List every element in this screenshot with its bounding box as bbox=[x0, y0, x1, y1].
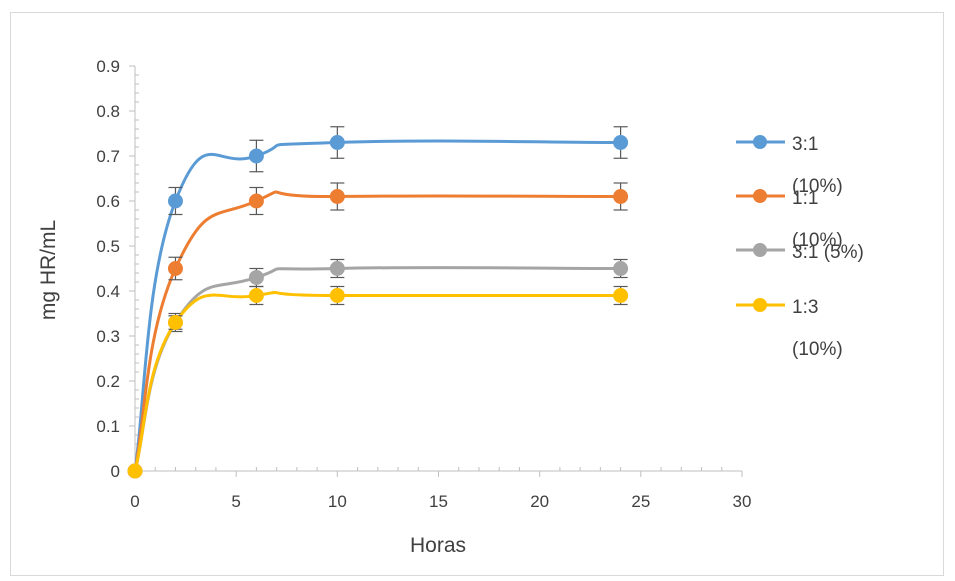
legend-entry-2: 1:1 (10%) bbox=[736, 188, 843, 251]
x-tick-label: 20 bbox=[530, 492, 549, 511]
data-point bbox=[127, 463, 143, 479]
legend-label: 1:3 bbox=[792, 297, 818, 318]
legend-entry-1: 3:1 (10%) bbox=[736, 134, 843, 197]
legend-swatch-marker bbox=[753, 298, 767, 312]
legend-label: (10%) bbox=[792, 176, 843, 197]
series-line bbox=[133, 139, 621, 472]
axes: 0 0.1 0.2 0.3 0.4 0.5 0.6 0.7 0.8 0.9 0 5 10 15 20 25 30 bbox=[96, 57, 751, 511]
legend-label: 3:1 (5%) bbox=[792, 242, 864, 263]
series-2 bbox=[127, 182, 629, 479]
data-point bbox=[329, 189, 345, 204]
legend: 3:1(10%)1:1(10%)3:1 (5%)1:3(10%) bbox=[736, 134, 864, 360]
x-tick-label: 5 bbox=[231, 492, 240, 511]
legend-label: 1:1 bbox=[792, 188, 818, 209]
data-point bbox=[248, 148, 264, 164]
legend-swatch-marker bbox=[753, 189, 767, 203]
x-axis-label: Horas bbox=[410, 534, 466, 557]
x-tick-label: 25 bbox=[631, 492, 650, 511]
data-point bbox=[248, 288, 264, 303]
legend-swatch-marker bbox=[753, 135, 767, 149]
y-tick-label: 0.2 bbox=[96, 372, 120, 391]
x-tick-label: 15 bbox=[429, 492, 448, 511]
y-tick-label: 0.5 bbox=[96, 237, 120, 256]
y-tick-label: 0.6 bbox=[96, 192, 120, 211]
data-point bbox=[329, 288, 345, 303]
y-tick-label: 0.8 bbox=[96, 102, 120, 121]
series-line bbox=[133, 266, 621, 472]
data-point bbox=[613, 261, 629, 276]
data-point bbox=[329, 135, 345, 150]
data-point bbox=[613, 288, 629, 303]
y-tick-label: 0.4 bbox=[96, 282, 120, 301]
legend-entry-4: 1:3 (10%) bbox=[736, 297, 843, 360]
y-tick-label: 0.3 bbox=[96, 327, 120, 346]
y-tick-label: 0 bbox=[111, 462, 120, 481]
legend-label: (10%) bbox=[792, 230, 843, 251]
series-4 bbox=[127, 285, 629, 479]
x-tick-label: 10 bbox=[328, 492, 347, 511]
x-tick-label: 30 bbox=[733, 492, 752, 511]
legend-label: 3:1 bbox=[792, 134, 818, 155]
series-line bbox=[133, 291, 621, 472]
series-3 bbox=[127, 258, 629, 479]
x-tick-label: 0 bbox=[130, 492, 139, 511]
data-point bbox=[167, 193, 183, 209]
data-point bbox=[248, 270, 264, 285]
legend-label: (10%) bbox=[792, 339, 843, 360]
data-point bbox=[248, 193, 264, 209]
legend-entry-3: 3:1 (5%) bbox=[736, 242, 864, 263]
series-line bbox=[133, 190, 621, 472]
series-layer bbox=[127, 126, 629, 479]
data-point bbox=[167, 315, 183, 330]
y-tick-label: 0.9 bbox=[96, 57, 120, 76]
y-tick-label: 0.1 bbox=[96, 417, 120, 436]
data-point bbox=[167, 261, 183, 276]
y-axis-label: mg HR/mL bbox=[37, 220, 60, 320]
series-1 bbox=[127, 126, 629, 479]
data-point bbox=[329, 261, 345, 276]
data-point bbox=[613, 189, 629, 204]
legend-swatch-marker bbox=[753, 243, 767, 257]
y-tick-label: 0.7 bbox=[96, 147, 120, 166]
data-point bbox=[613, 135, 629, 150]
